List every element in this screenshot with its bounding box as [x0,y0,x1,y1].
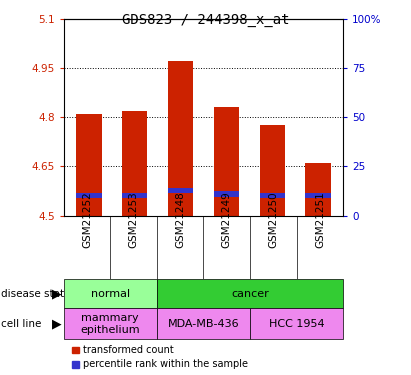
Text: percentile rank within the sample: percentile rank within the sample [83,359,247,369]
Bar [122,111,147,216]
Text: cell line: cell line [1,319,41,329]
Bar [168,188,193,194]
Text: disease state: disease state [1,289,70,299]
Bar [305,163,330,216]
Bar [260,193,285,198]
Bar [168,62,193,216]
Text: MDA-MB-436: MDA-MB-436 [168,319,239,329]
Text: cancer: cancer [231,289,269,299]
Text: ▶: ▶ [52,317,62,330]
Text: normal: normal [91,289,130,299]
Text: GSM21253: GSM21253 [129,191,139,248]
Bar [76,193,102,198]
Bar [122,193,147,198]
Bar [214,191,239,196]
Text: GSM21250: GSM21250 [268,191,278,248]
Bar [76,114,102,216]
Text: mammary
epithelium: mammary epithelium [81,313,140,334]
Text: transformed count: transformed count [83,345,173,355]
Bar [214,107,239,216]
Bar [305,193,330,198]
Bar [260,125,285,216]
Text: GSM21251: GSM21251 [315,191,325,248]
Text: HCC 1954: HCC 1954 [269,319,324,329]
Text: GSM21252: GSM21252 [82,191,92,248]
Text: GSM21249: GSM21249 [222,191,232,248]
Text: GDS823 / 244398_x_at: GDS823 / 244398_x_at [122,13,289,27]
Text: ▶: ▶ [52,287,62,300]
Text: GSM21248: GSM21248 [175,191,185,248]
